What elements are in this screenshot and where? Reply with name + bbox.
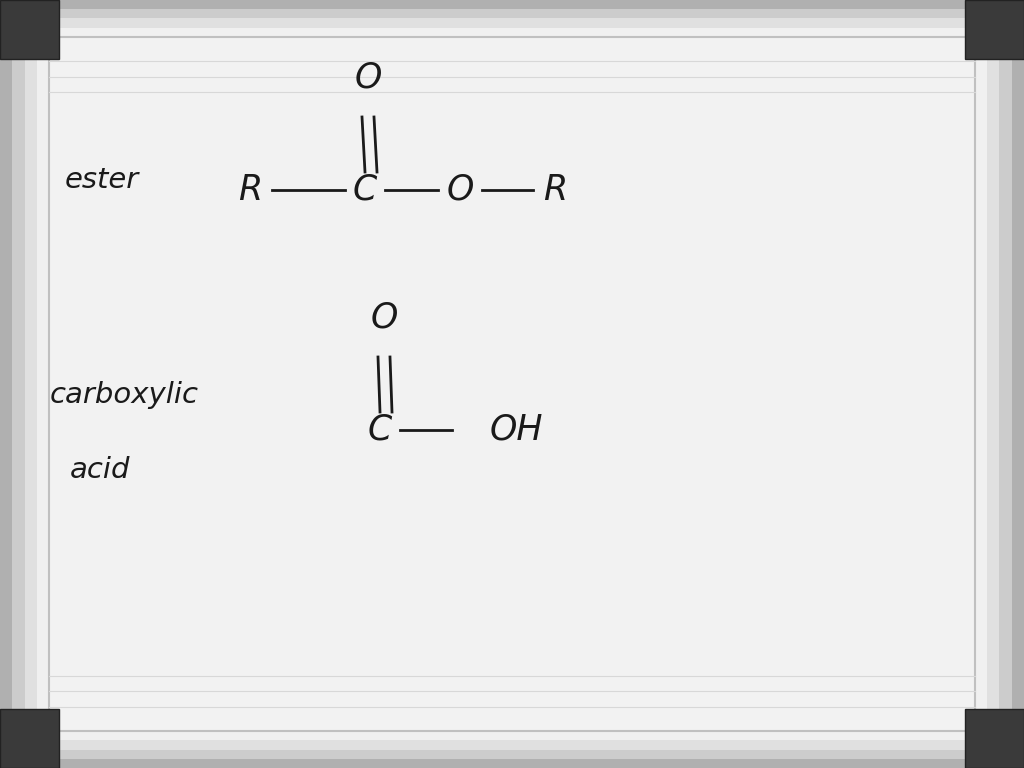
Text: OH: OH: [490, 413, 544, 447]
Text: O: O: [354, 60, 382, 94]
Text: O: O: [371, 300, 397, 334]
Text: acid: acid: [70, 456, 130, 484]
Text: O: O: [446, 173, 474, 207]
Text: R: R: [543, 173, 567, 207]
Text: R: R: [238, 173, 262, 207]
Text: carboxylic: carboxylic: [50, 381, 199, 409]
Text: ester: ester: [65, 166, 139, 194]
Text: C: C: [353, 173, 377, 207]
Text: C: C: [368, 413, 392, 447]
